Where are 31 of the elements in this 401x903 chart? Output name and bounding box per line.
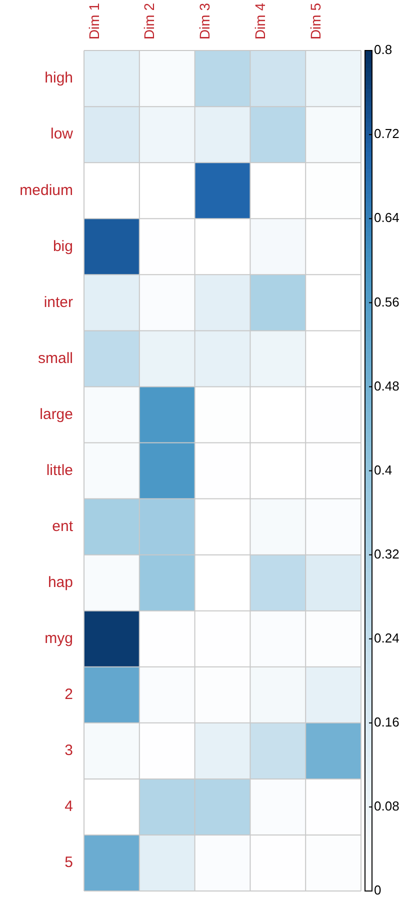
y-tick-label: low — [50, 126, 74, 143]
color-bar-label: 0.4 — [374, 462, 392, 478]
y-tick-label: hap — [48, 574, 73, 591]
y-tick-label: little — [46, 462, 73, 479]
y-tick-label: ent — [52, 518, 74, 535]
x-tick-label: Dim 3 — [196, 2, 213, 40]
y-tick-label: 4 — [64, 798, 73, 816]
y-tick-label: small — [38, 350, 73, 367]
color-bar-label: 0.08 — [374, 798, 400, 814]
y-tick-label: 5 — [64, 854, 73, 872]
y-tick-label: 2 — [64, 686, 73, 704]
y-tick-label: 3 — [64, 742, 73, 760]
y-tick-label: big — [52, 238, 73, 255]
x-tick-label: Dim 4 — [252, 2, 268, 40]
color-bar-label: 0.72 — [374, 126, 400, 142]
color-bar-label: 0.48 — [374, 378, 400, 394]
y-tick-label: high — [44, 70, 73, 87]
color-bar-label: 0.32 — [374, 546, 400, 562]
y-tick-label: myg — [44, 630, 73, 648]
y-tick-label: medium — [20, 182, 73, 199]
color-bar-label: 0 — [374, 882, 382, 898]
y-tick-label: large — [40, 406, 73, 423]
x-tick-label: Dim 1 — [86, 2, 102, 40]
y-tick-label: inter — [44, 294, 73, 311]
color-bar-label: 0.64 — [374, 210, 400, 226]
color-bar-label: 0.8 — [374, 42, 392, 58]
color-bar-label: 0.24 — [374, 630, 400, 646]
x-tick-label: Dim 5 — [307, 2, 324, 40]
x-tick-label: Dim 2 — [141, 2, 158, 40]
color-bar-label: 0.56 — [374, 294, 400, 310]
color-bar-label: 0.16 — [374, 714, 400, 730]
